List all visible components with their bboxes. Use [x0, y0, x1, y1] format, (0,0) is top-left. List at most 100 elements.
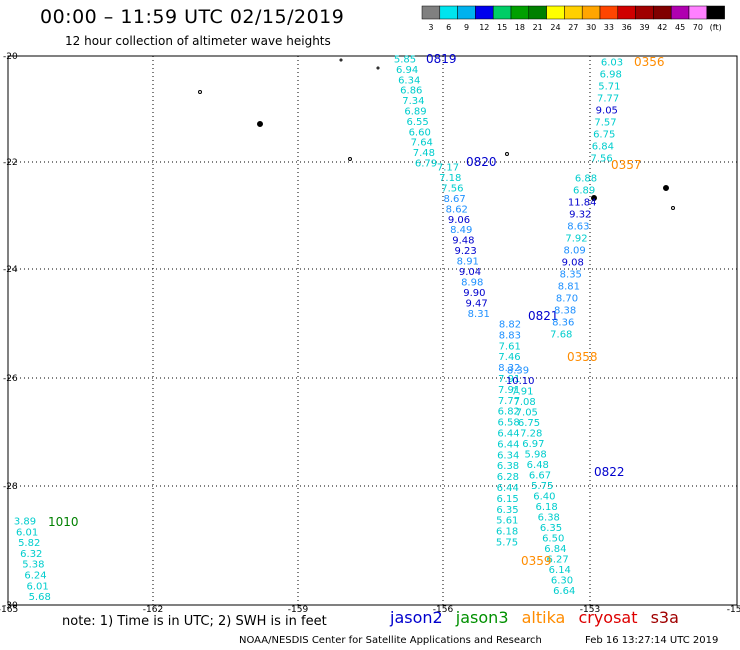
- wave-height-reading: 8.81: [558, 282, 580, 293]
- wave-height-reading: 6.28: [497, 472, 519, 483]
- color-scale-swatch: [617, 5, 636, 20]
- island-outline: [671, 206, 675, 210]
- wave-height-reading: 6.64: [553, 586, 575, 597]
- color-scale-swatch: [581, 5, 601, 20]
- wave-height-reading: 9.05: [596, 106, 618, 117]
- wave-height-reading: 5.75: [531, 481, 553, 492]
- lon-tick-label: -156: [433, 605, 454, 615]
- island-outline: [257, 121, 263, 127]
- wave-height-reading: 6.84: [592, 142, 614, 153]
- wave-height-reading: 7.92: [565, 234, 587, 245]
- color-scale-swatch: [635, 5, 654, 20]
- wave-height-reading: 5.82: [18, 538, 40, 549]
- wave-height-reading: 7.17: [437, 163, 459, 174]
- wave-height-reading: 6.44: [497, 483, 519, 494]
- color-scale-swatch: [492, 5, 512, 20]
- wave-height-reading: 8.31: [468, 309, 490, 320]
- wave-height-reading: 6.86: [400, 86, 422, 97]
- legend-jason2: jason2: [390, 608, 443, 627]
- wave-height-reading: 6.15: [496, 494, 518, 505]
- satellite-legend: jason2 jason3 altika cryosat s3a: [390, 608, 687, 627]
- lat-tick-label: -22: [3, 158, 18, 168]
- wave-height-reading: 9.06: [448, 215, 470, 226]
- wave-height-reading: 8.36: [552, 318, 574, 329]
- wave-height-reading: 8.67: [443, 194, 465, 205]
- wave-height-reading: 6.97: [522, 439, 544, 450]
- wave-height-reading: 6.75: [518, 418, 540, 429]
- color-scale-label: 30: [586, 23, 596, 32]
- wave-height-reading: 5.85: [394, 55, 416, 66]
- map-title: 00:00 – 11:59 UTC 02/15/2019: [40, 6, 345, 28]
- legend-s3a: s3a: [650, 608, 679, 627]
- color-scale-swatch: [528, 5, 547, 20]
- legend-altika: altika: [521, 608, 566, 627]
- wave-height-reading: 6.30: [551, 576, 573, 587]
- wave-height-reading: 5.98: [524, 450, 546, 461]
- island-outline: [348, 157, 352, 161]
- wave-height-reading: 7.77: [597, 94, 619, 105]
- wave-height-reading: 9.90: [463, 288, 485, 299]
- wave-height-reading: 6.55: [406, 117, 428, 128]
- wave-height-reading: 6.44: [497, 429, 519, 440]
- credit-line: NOAA/NESDIS Center for Satellite Applica…: [239, 635, 542, 646]
- wave-height-reading: 6.79: [415, 159, 437, 170]
- wave-height-reading: 8.70: [556, 294, 578, 305]
- color-scale-swatch: [510, 5, 530, 20]
- lon-tick-label: -153: [580, 605, 600, 615]
- legend-jason3: jason3: [455, 608, 509, 627]
- color-scale-label: 21: [533, 23, 543, 32]
- wave-height-reading: 7.08: [513, 397, 535, 408]
- wave-height-reading: 9.32: [569, 210, 591, 221]
- wave-height-reading: 8.62: [446, 204, 468, 215]
- wave-height-reading: 6.01: [26, 581, 48, 592]
- color-scale-label: 36: [622, 23, 632, 32]
- color-scale-label: 18: [515, 23, 525, 32]
- wave-height-reading: 8.83: [499, 330, 521, 341]
- wave-height-reading: 6.89: [573, 186, 595, 197]
- color-scale-swatch: [599, 5, 619, 20]
- wave-height-reading: 6.32: [20, 549, 42, 560]
- wave-height-reading: 6.58: [498, 418, 520, 429]
- wave-height-reading: 7.05: [516, 408, 538, 419]
- wave-height-reading: 6.60: [409, 127, 431, 138]
- track-time-label: 0819: [426, 52, 457, 66]
- wave-height-reading: 5.61: [496, 516, 518, 527]
- wave-height-reading: 6.27: [546, 555, 568, 566]
- lat-tick-label: -30: [3, 601, 18, 611]
- footnote: note: 1) Time is in UTC; 2) SWH is in fe…: [62, 614, 327, 629]
- track-time-label: 0821: [528, 309, 559, 323]
- track-time-label: 0356: [634, 55, 665, 69]
- wave-height-reading: 6.38: [497, 461, 519, 472]
- wave-height-reading: 8.63: [567, 222, 589, 233]
- track-time-label: 0822: [594, 465, 625, 479]
- track-time-label: 0359: [521, 554, 552, 568]
- wave-height-reading: 7.56: [441, 183, 463, 194]
- wave-height-reading: 8.38: [554, 306, 576, 317]
- wave-height-reading: 6.44: [497, 439, 519, 450]
- color-scale-swatch: [475, 5, 494, 20]
- color-scale-swatch: [421, 5, 441, 20]
- wave-height-reading: 8.32: [498, 363, 520, 374]
- color-scale-label: 27: [568, 23, 578, 32]
- wave-height-reading: 6.18: [535, 502, 557, 513]
- color-scale-label: 3: [428, 23, 433, 32]
- color-scale-label: 39: [639, 23, 649, 32]
- wave-height-reading: 8.98: [461, 277, 483, 288]
- wave-height-reading: 6.35: [496, 505, 518, 516]
- wave-height-reading: 7.91: [511, 387, 533, 398]
- wave-height-reading: 9.48: [452, 236, 474, 247]
- wave-height-reading: 7.77: [498, 396, 520, 407]
- wave-height-reading: 6.50: [542, 534, 564, 545]
- wave-height-reading: 6.88: [575, 174, 597, 185]
- wave-height-reading: 8.91: [457, 257, 479, 268]
- color-scale-swatch: [564, 5, 583, 20]
- wave-height-reading: 7.28: [520, 429, 542, 440]
- color-scale-label: 24: [550, 23, 560, 32]
- island-outline: [591, 195, 597, 201]
- wave-height-reading: 6.03: [601, 58, 623, 69]
- color-scale-swatch: [653, 5, 672, 20]
- color-scale-swatch: [439, 5, 458, 20]
- color-scale-label: 6: [446, 23, 451, 32]
- wave-height-reading: 9.08: [562, 258, 584, 269]
- wave-height-reading: 7.48: [413, 148, 435, 159]
